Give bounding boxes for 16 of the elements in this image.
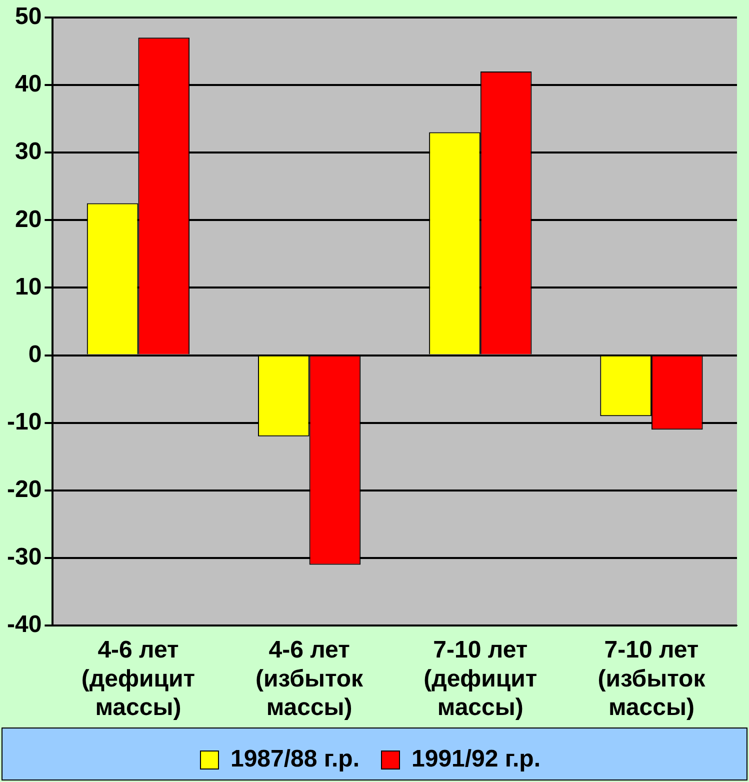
x-tick-label: 4-6 лет (дефицит массы) bbox=[81, 636, 196, 722]
x-tick-label: 7-10 лет (дефицит массы) bbox=[424, 636, 538, 722]
y-tick-label: -30 bbox=[7, 544, 42, 571]
y-tick-label: 20 bbox=[14, 206, 42, 233]
y-tick-label: 50 bbox=[14, 3, 42, 30]
y-tick-label: -20 bbox=[7, 476, 42, 504]
y-tick-label: -10 bbox=[7, 408, 42, 436]
y-tick-label: 0 bbox=[28, 340, 42, 368]
y-tick-label: 10 bbox=[14, 273, 42, 300]
y-tick-label: 30 bbox=[14, 138, 42, 166]
x-tick-label: 4-6 лет (избыток массы) bbox=[256, 636, 364, 722]
y-tick-label: -40 bbox=[7, 611, 42, 638]
y-tick-label: 40 bbox=[14, 70, 42, 98]
x-tick-label: 7-10 лет (избыток массы) bbox=[598, 636, 706, 722]
legend-label: 1987/88 г.р. bbox=[230, 746, 360, 773]
legend-label: 1991/92 г.р. bbox=[412, 746, 541, 773]
